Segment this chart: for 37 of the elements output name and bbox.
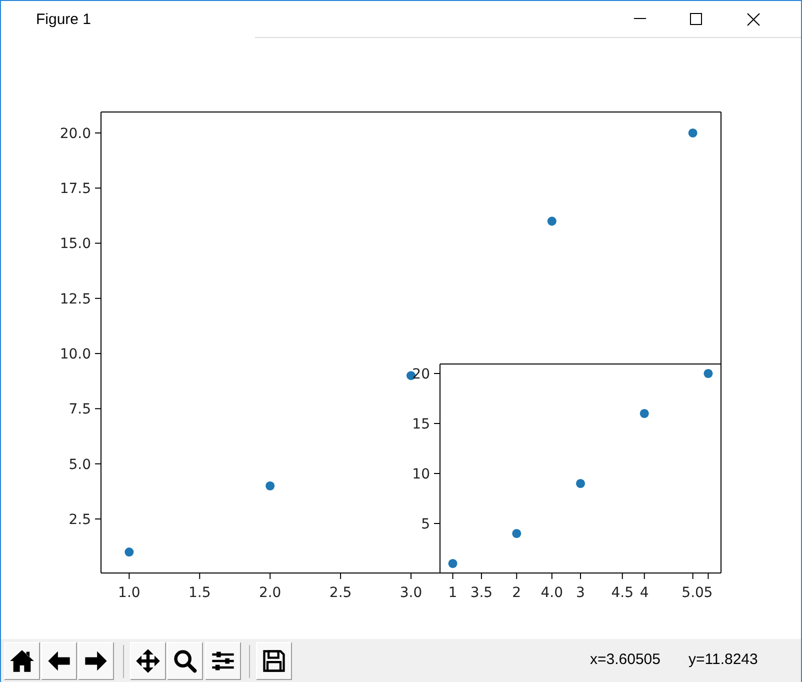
y-tick-label: 10.0 xyxy=(60,346,91,362)
x-tick-label: 4 xyxy=(640,584,649,601)
point xyxy=(547,216,556,226)
point xyxy=(512,528,522,538)
x-tick-label: 4.0 xyxy=(540,584,564,601)
point xyxy=(124,548,134,557)
x-tick-label: 1 xyxy=(448,584,458,601)
y-tick-label: 2.5 xyxy=(68,512,91,528)
text: y=11.8243 xyxy=(688,651,758,668)
y-tick-label: 12.5 xyxy=(60,291,91,308)
y-tick-label: 5.0 xyxy=(68,456,91,473)
x-tick-label: 1.5 xyxy=(188,584,211,601)
x-tick-label: 3 xyxy=(576,584,585,601)
x-tick-label: 4.5 xyxy=(611,584,634,601)
point xyxy=(688,128,698,138)
x-tick-label: 3.0 xyxy=(400,584,422,601)
y-tick-label: 15 xyxy=(412,416,430,432)
point xyxy=(640,408,649,418)
point xyxy=(266,481,275,490)
x-tick-label: 2.5 xyxy=(329,584,352,601)
y-tick-label: 17.5 xyxy=(60,181,91,198)
x-tick-label: 2.0 xyxy=(258,584,282,601)
y-tick-label: 7.5 xyxy=(68,402,91,418)
point xyxy=(576,478,586,488)
y-tick-label: 10 xyxy=(412,466,430,482)
x-tick-label: 5.0 xyxy=(682,584,704,601)
y-tick-label: 5 xyxy=(421,516,430,532)
point xyxy=(448,558,458,568)
text: x=3.60505 xyxy=(590,651,660,668)
y-tick-label: 15.0 xyxy=(60,236,91,252)
point xyxy=(704,368,713,378)
y-tick-label: 20.0 xyxy=(60,126,91,142)
x-tick-label: 1.0 xyxy=(118,584,140,601)
x-tick-label: 3.5 xyxy=(470,584,493,601)
x-tick-label: 5 xyxy=(704,584,713,601)
caption: Figure 1 xyxy=(36,11,92,28)
x-tick-label: 2 xyxy=(512,584,522,601)
